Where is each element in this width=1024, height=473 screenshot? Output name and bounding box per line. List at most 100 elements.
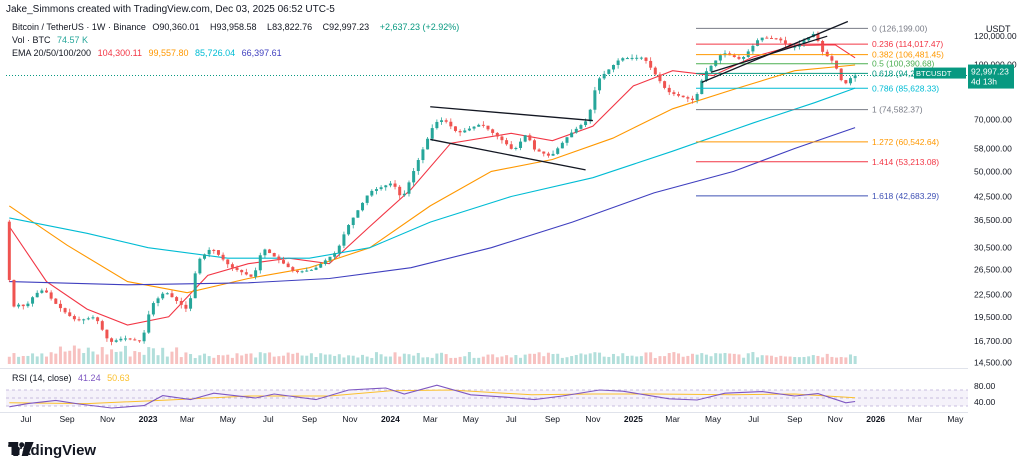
price-tick-label: 19,500.00 xyxy=(974,312,1012,322)
volume-bar xyxy=(607,356,611,364)
volume-bar xyxy=(751,352,755,364)
volume-bar xyxy=(848,354,852,364)
candle-body xyxy=(639,57,643,59)
volume-bar xyxy=(384,356,388,364)
price-tick-label: 120,000.00 xyxy=(974,31,1017,41)
volume-bar xyxy=(44,356,48,364)
volume-bar xyxy=(816,355,820,364)
candle-body xyxy=(35,292,39,298)
volume-bar xyxy=(133,351,137,364)
candle-body xyxy=(137,340,141,342)
candle-body xyxy=(714,60,718,66)
candle-body xyxy=(393,183,397,187)
volume-bar xyxy=(156,355,160,364)
candle-body xyxy=(282,260,286,264)
volume-bar xyxy=(151,348,155,364)
time-tick-label: Mar xyxy=(665,414,680,424)
candle-body xyxy=(407,182,411,194)
volume-bar xyxy=(579,353,583,364)
volume-bar xyxy=(291,353,295,364)
volume-bar xyxy=(323,354,327,364)
candle-body xyxy=(156,298,160,304)
tradingview-logo[interactable]: TradingView xyxy=(8,442,96,459)
volume-bar xyxy=(319,353,323,364)
candle-body xyxy=(579,125,583,129)
candle-body xyxy=(486,125,490,130)
volume-bar xyxy=(695,354,699,364)
volume-bar xyxy=(49,352,53,364)
volume-bar xyxy=(551,354,555,364)
volume-bar xyxy=(416,352,420,364)
volume-bar xyxy=(830,356,834,364)
volume-bar xyxy=(663,356,667,364)
volume-bar xyxy=(728,353,732,364)
candle-body xyxy=(495,132,499,137)
candle-body xyxy=(523,135,527,142)
volume-bar xyxy=(68,350,72,364)
ema20-value: 104,300.11 xyxy=(97,48,142,58)
candle-body xyxy=(323,260,327,265)
volume-bar xyxy=(537,352,541,364)
ema50-value: 99,557.80 xyxy=(148,48,189,58)
volume-bar xyxy=(40,353,44,364)
volume-bar xyxy=(686,355,690,364)
candle-body xyxy=(26,303,30,307)
price-tag-countdown: 4d 13h xyxy=(971,77,997,87)
candle-body xyxy=(630,57,634,59)
candle-body xyxy=(365,195,369,203)
volume-bar xyxy=(221,355,225,364)
creator-attribution: Jake_Simmons created with TradingView.co… xyxy=(6,4,335,15)
volume-bar xyxy=(481,356,485,364)
candle-body xyxy=(388,183,392,186)
volume-bar xyxy=(807,356,811,364)
volume-bar xyxy=(170,351,174,364)
fib-level-label: 1.272 (60,542.64) xyxy=(872,137,939,147)
candle-body xyxy=(72,316,76,320)
candle-body xyxy=(291,267,295,271)
candle-body xyxy=(133,339,137,341)
candle-body xyxy=(347,225,351,235)
volume-bar xyxy=(635,356,639,364)
volume-bar xyxy=(704,354,708,364)
candle-body xyxy=(672,92,676,95)
candle-body xyxy=(356,210,360,218)
fib-level-label: 0.618 (94,299.91) xyxy=(872,68,939,78)
volume-bar xyxy=(505,355,509,364)
volume-bar xyxy=(35,356,39,364)
candle-body xyxy=(426,138,430,150)
price-tick-label: 70,000.00 xyxy=(974,114,1012,124)
candle-body xyxy=(305,270,309,272)
candle-body xyxy=(170,293,174,298)
price-tag-box xyxy=(968,64,1014,89)
volume-bar xyxy=(821,357,825,364)
volume-bar xyxy=(347,355,351,364)
volume-bar xyxy=(649,352,653,364)
volume-bar xyxy=(119,351,123,364)
volume-bar xyxy=(244,353,248,364)
volume-bar xyxy=(769,355,773,364)
time-tick-label: Jul xyxy=(506,414,517,424)
candle-body xyxy=(737,57,741,59)
candle-body xyxy=(216,250,220,255)
volume-bar xyxy=(574,354,578,364)
candle-body xyxy=(193,273,197,299)
candle-body xyxy=(458,130,462,133)
candle-body xyxy=(844,80,848,84)
candle-body xyxy=(853,75,857,79)
candle-body xyxy=(681,95,685,98)
candle-body xyxy=(588,109,592,122)
candle-body xyxy=(179,300,183,305)
volume-bar xyxy=(161,347,165,364)
volume-bar xyxy=(58,346,62,364)
candle-body xyxy=(718,55,722,61)
candle-body xyxy=(268,249,272,254)
volume-bar xyxy=(426,357,430,364)
candle-body xyxy=(653,67,657,75)
price-tick-label: 22,500.00 xyxy=(974,290,1012,300)
ohlc-change: +2,637.23 (+2.92%) xyxy=(379,22,460,32)
volume-bar xyxy=(184,352,188,364)
candle-body xyxy=(444,120,448,122)
candle-body xyxy=(514,147,518,149)
ema100-line xyxy=(9,87,856,259)
candle-body xyxy=(709,65,713,72)
